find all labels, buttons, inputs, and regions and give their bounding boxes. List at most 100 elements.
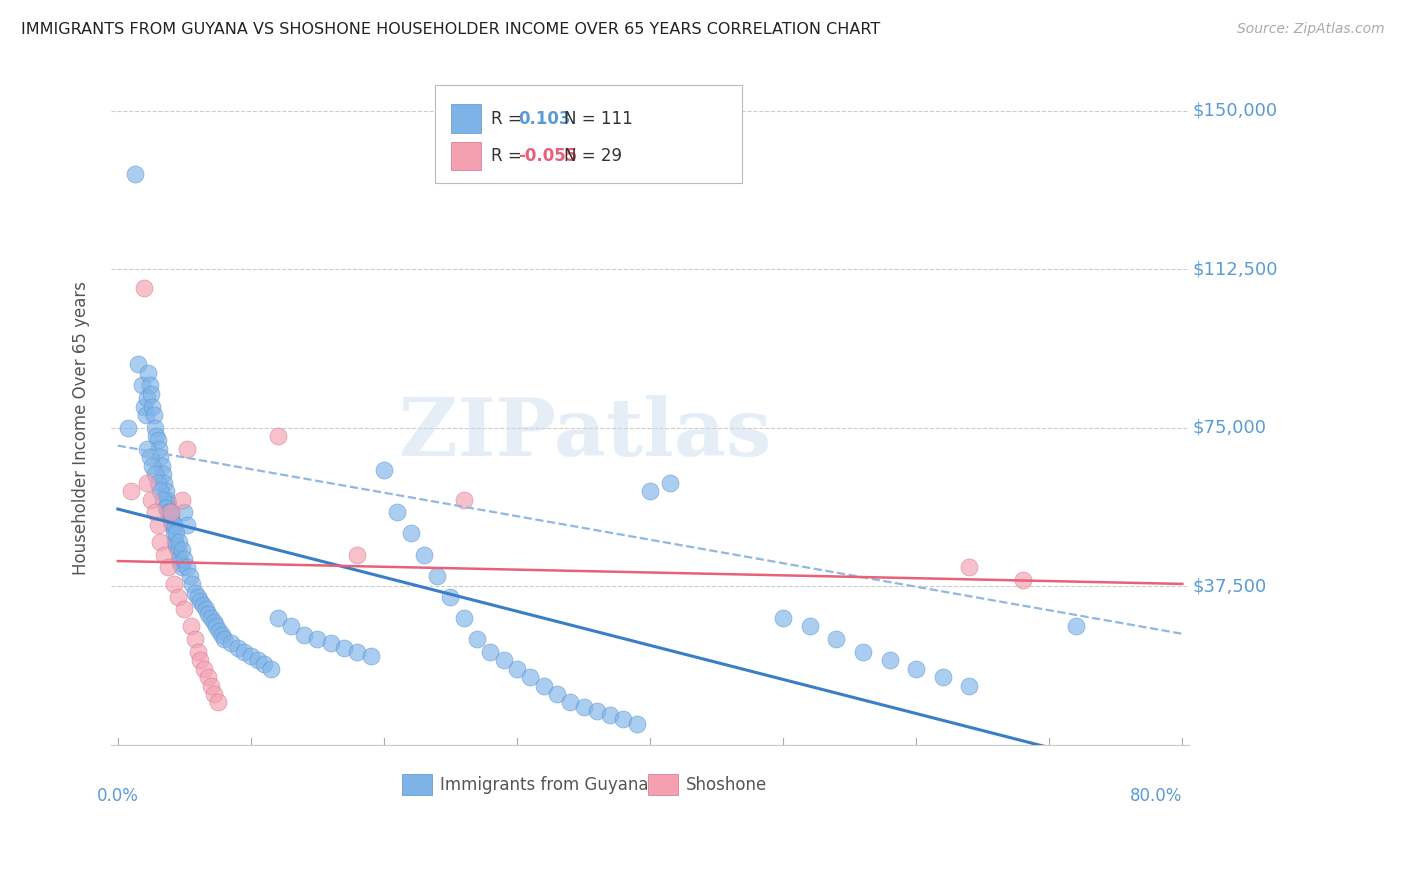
Text: N = 29: N = 29 [564,147,621,165]
Point [586,704,609,718]
Point [211,628,233,642]
Text: R =: R = [491,110,522,128]
Point [200,679,222,693]
Point [163,577,186,591]
Point [173,602,195,616]
Point [153,548,176,562]
Point [179,568,201,582]
Point [207,696,229,710]
Point [143,505,166,519]
Point [1064,619,1087,633]
Point [439,590,461,604]
Text: Immigrants from Guyana: Immigrants from Guyana [440,776,648,794]
Point [139,450,162,465]
Point [387,505,409,519]
Point [159,505,181,519]
Point [176,518,198,533]
Point [157,560,180,574]
Point [266,429,288,443]
Point [169,556,191,570]
Point [346,548,368,562]
Point [146,434,169,448]
Point [202,687,225,701]
Point [193,662,215,676]
Point [149,534,172,549]
Point [373,463,395,477]
Point [143,467,166,482]
Point [239,648,262,663]
Text: N = 111: N = 111 [564,110,633,128]
Point [155,501,177,516]
Text: R =: R = [491,147,522,165]
Point [139,492,162,507]
Point [160,505,183,519]
Point [173,551,195,566]
Point [1011,573,1033,587]
Point [280,619,302,633]
Text: $112,500: $112,500 [1192,260,1278,278]
Point [167,551,190,566]
Text: Source: ZipAtlas.com: Source: ZipAtlas.com [1237,22,1385,37]
Point [253,657,276,672]
Point [156,492,179,507]
Point [612,712,634,726]
Text: ZIPatlas: ZIPatlas [399,394,772,473]
Point [560,696,582,710]
Point [292,628,315,642]
Point [546,687,568,701]
Point [825,632,848,646]
Point [149,450,172,465]
Point [184,585,207,599]
Point [506,662,529,676]
Point [246,653,269,667]
Point [176,442,198,456]
Point [153,475,176,490]
Point [170,560,193,574]
Point [150,458,173,473]
Point [572,699,595,714]
Point [157,505,180,519]
Point [187,590,209,604]
Point [260,662,283,676]
Point [205,619,228,633]
Point [772,611,794,625]
Text: $75,000: $75,000 [1192,418,1267,437]
Point [188,653,211,667]
Point [136,475,159,490]
Point [399,526,422,541]
Point [905,662,928,676]
Text: 80.0%: 80.0% [1130,787,1182,805]
Point [519,670,541,684]
Point [219,636,242,650]
Point [307,632,329,646]
Point [426,568,449,582]
Point [533,679,555,693]
Text: Householder Income Over 65 years: Householder Income Over 65 years [72,281,90,574]
Point [197,670,219,684]
Point [184,632,207,646]
Point [453,492,475,507]
Point [181,577,204,591]
Point [120,484,142,499]
Point [200,611,222,625]
Point [143,421,166,435]
Point [319,636,342,650]
Point [139,387,162,401]
FancyBboxPatch shape [451,104,481,133]
Point [149,484,172,499]
FancyBboxPatch shape [402,773,433,796]
Text: IMMIGRANTS FROM GUYANA VS SHOSHONE HOUSEHOLDER INCOME OVER 65 YEARS CORRELATION : IMMIGRANTS FROM GUYANA VS SHOSHONE HOUSE… [21,22,880,37]
Point [166,543,188,558]
Point [176,560,198,574]
Point [173,505,195,519]
Point [197,607,219,621]
Point [163,518,186,533]
Point [180,619,202,633]
Point [879,653,901,667]
Point [360,648,382,663]
Point [659,475,682,490]
Text: 0.0%: 0.0% [97,787,139,805]
Point [167,534,190,549]
FancyBboxPatch shape [434,86,742,184]
Text: 0.103: 0.103 [519,110,571,128]
